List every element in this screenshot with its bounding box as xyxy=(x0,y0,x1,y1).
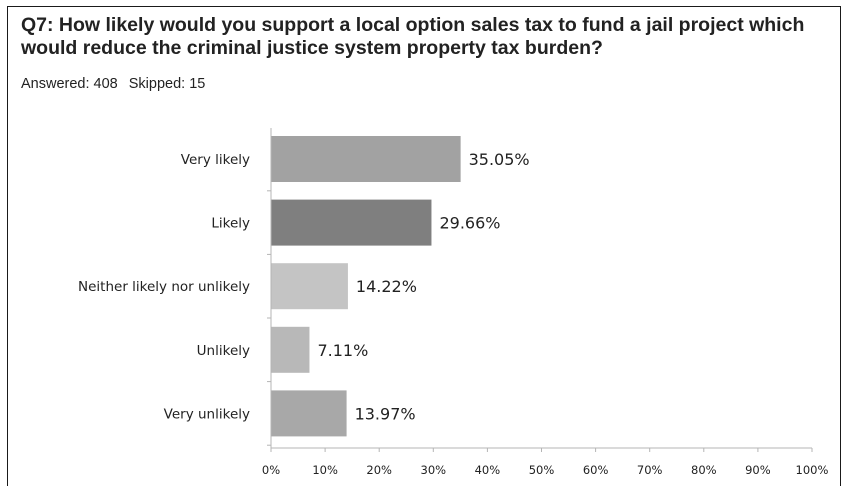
bar-2 xyxy=(271,199,432,246)
x-tick-label-4: 30% xyxy=(421,463,447,477)
x-tick-label-2: 10% xyxy=(312,463,338,477)
x-tick-label-3: 20% xyxy=(366,463,392,477)
answered-count: Answered: 408 xyxy=(21,76,118,92)
question-title: Q7: How likely would you support a local… xyxy=(21,14,805,59)
value-label-3: 14.22% xyxy=(356,277,417,296)
x-tick-label-6: 50% xyxy=(529,463,555,477)
x-tick-label-9: 80% xyxy=(691,463,717,477)
skipped-count: Skipped: 15 xyxy=(128,76,206,92)
category-label-1: Very likely xyxy=(181,152,250,168)
x-tick-label-8: 70% xyxy=(637,463,663,477)
bar-3 xyxy=(271,263,348,310)
category-label-5: Very unlikely xyxy=(164,406,250,422)
x-tick-label-5: 40% xyxy=(475,463,501,477)
value-label-4: 7.11% xyxy=(317,341,368,360)
value-label-2: 29.66% xyxy=(439,214,500,233)
x-tick-label-11: 100% xyxy=(796,463,829,477)
chart-frame xyxy=(7,6,841,486)
category-label-4: Unlikely xyxy=(197,343,250,359)
bar-4 xyxy=(271,326,310,373)
category-label-2: Likely xyxy=(211,216,250,232)
value-label-1: 35.05% xyxy=(469,150,530,169)
response-counts: Answered: 408 Skipped: 15 xyxy=(21,76,205,92)
bar-1 xyxy=(271,136,461,182)
bar-5 xyxy=(271,390,347,437)
category-label-3: Neither likely nor unlikely xyxy=(78,279,250,295)
x-tick-label-10: 90% xyxy=(745,463,771,477)
x-tick-label-1: 0% xyxy=(262,463,280,477)
x-tick-label-7: 60% xyxy=(583,463,609,477)
value-label-5: 13.97% xyxy=(355,404,416,423)
